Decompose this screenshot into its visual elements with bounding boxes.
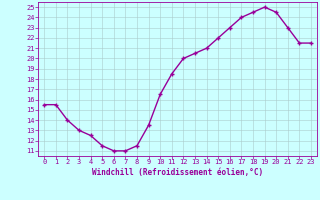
X-axis label: Windchill (Refroidissement éolien,°C): Windchill (Refroidissement éolien,°C) bbox=[92, 168, 263, 177]
